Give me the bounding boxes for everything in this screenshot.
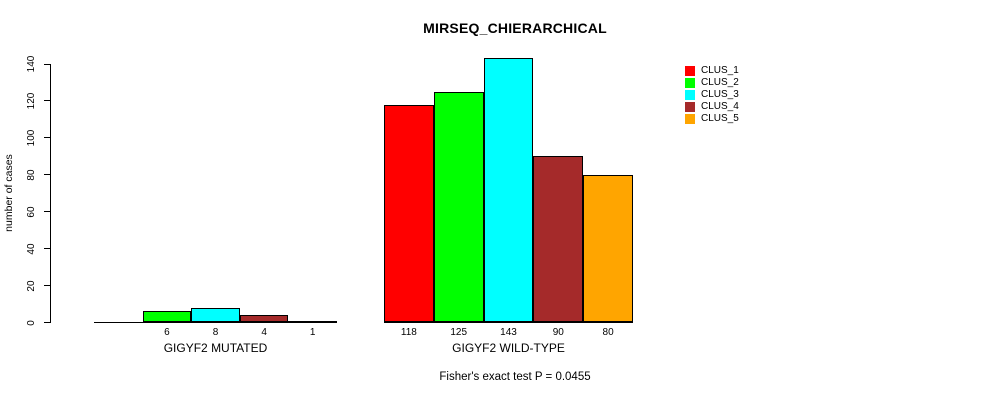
y-tick-label: 140 xyxy=(26,55,37,73)
bar-clus_5-wildtype xyxy=(583,174,633,323)
legend-label-clus_2: CLUS_2 xyxy=(701,77,739,88)
group-label: GIGYF2 MUTATED xyxy=(163,341,268,355)
bar-value-label: 143 xyxy=(500,327,517,338)
y-tick-label: 40 xyxy=(26,243,37,255)
x-baseline xyxy=(94,322,337,323)
y-tick-label: 0 xyxy=(26,319,37,326)
legend-label-clus_1: CLUS_1 xyxy=(701,65,739,76)
x-baseline xyxy=(384,322,633,323)
legend-label-clus_5: CLUS_5 xyxy=(701,113,739,124)
bar-value-label: 125 xyxy=(450,327,468,338)
y-tick-mark xyxy=(44,137,50,139)
legend-label-clus_3: CLUS_3 xyxy=(701,89,739,100)
bar-clus_1-wildtype xyxy=(384,104,434,323)
y-tick-mark xyxy=(44,248,50,250)
y-tick-mark xyxy=(44,100,50,102)
bar-value-label: 80 xyxy=(602,327,614,338)
bar-clus_4-wildtype xyxy=(533,156,584,323)
bar-clus_2-wildtype xyxy=(433,91,484,323)
caption-pvalue: Fisher's exact test P = 0.0455 xyxy=(439,371,591,383)
legend-swatch-clus_4 xyxy=(685,102,695,112)
bar-value-label: 1 xyxy=(309,327,316,338)
y-tick-mark xyxy=(44,174,50,176)
bar-value-label: 6 xyxy=(164,327,170,338)
legend-swatch-clus_1 xyxy=(685,66,695,76)
legend-swatch-clus_5 xyxy=(685,114,695,124)
y-axis-label: number of cases xyxy=(3,154,15,232)
y-tick-label: 80 xyxy=(26,169,37,181)
y-tick-label: 100 xyxy=(26,129,37,147)
group-label: GIGYF2 WILD-TYPE xyxy=(452,341,565,355)
y-tick-mark xyxy=(44,322,50,323)
chart-title: MIRSEQ_CHIERARCHICAL xyxy=(423,20,607,36)
bar-clus_3-wildtype xyxy=(483,58,534,323)
y-tick-label: 60 xyxy=(26,206,37,218)
bar-clus_4-mutated xyxy=(239,315,289,323)
y-axis-line xyxy=(50,64,51,323)
bar-clus_3-mutated xyxy=(191,307,240,323)
legend-label-clus_4: CLUS_4 xyxy=(701,101,739,112)
bar-value-label: 4 xyxy=(261,327,267,338)
y-tick-mark xyxy=(44,211,50,213)
bar-value-label: 8 xyxy=(212,327,219,338)
legend-swatch-clus_2 xyxy=(685,78,695,88)
bar-clus_5-mutated xyxy=(288,320,337,323)
y-tick-mark xyxy=(44,285,50,287)
bar-value-label: 90 xyxy=(552,327,564,338)
bar-clus_2-mutated xyxy=(142,311,192,323)
y-tick-mark xyxy=(44,63,50,65)
y-tick-label: 20 xyxy=(26,280,37,292)
legend-swatch-clus_3 xyxy=(685,90,695,100)
y-tick-label: 120 xyxy=(26,92,37,110)
bar-value-label: 118 xyxy=(400,327,417,338)
